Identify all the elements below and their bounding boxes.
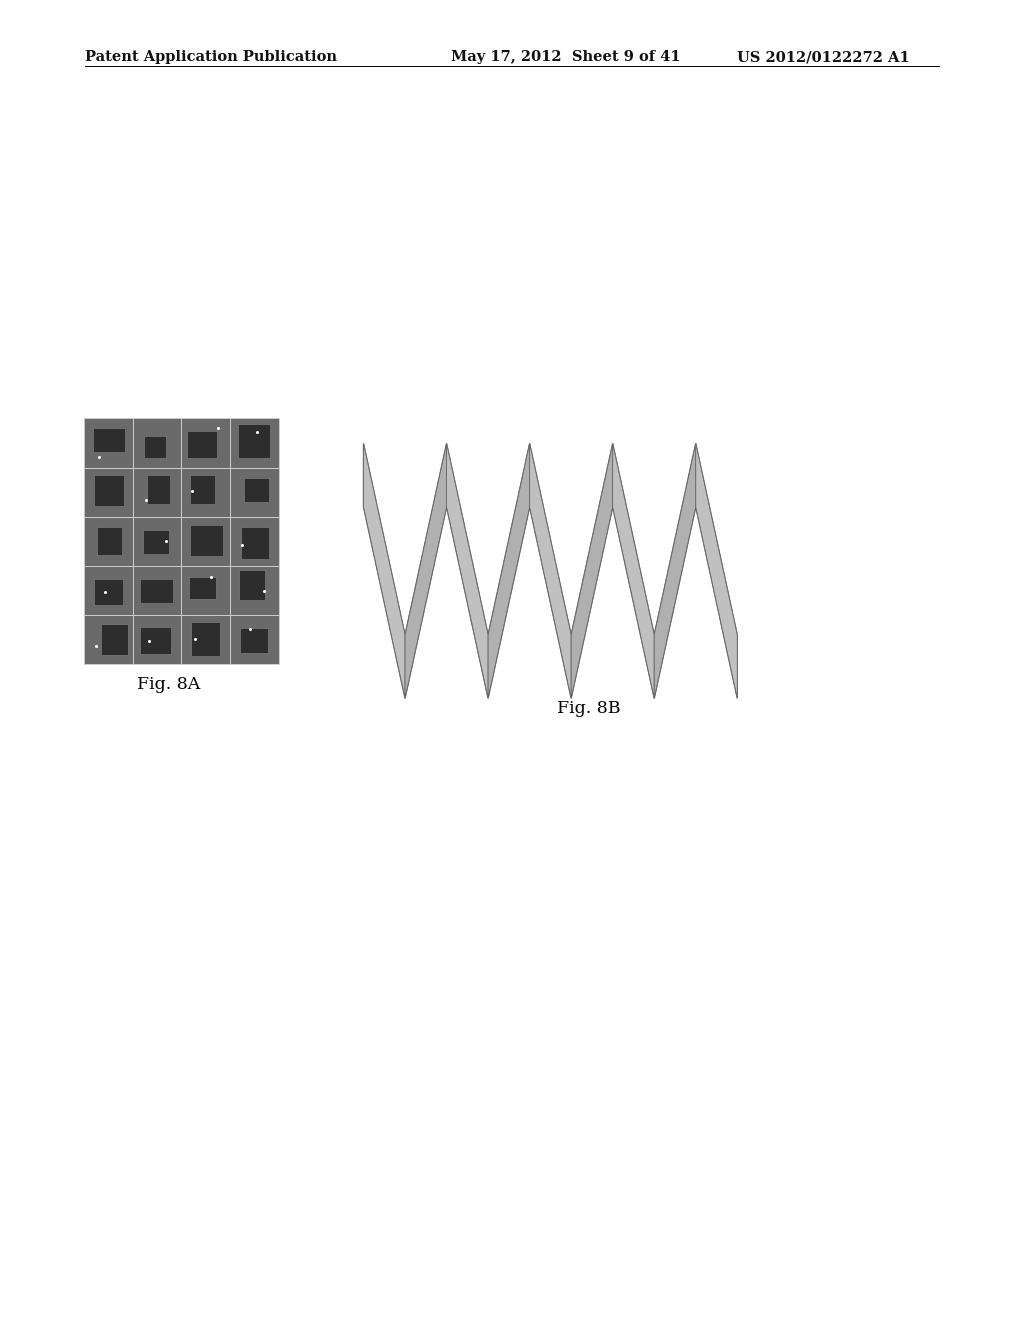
Bar — [133, 467, 181, 516]
Bar — [181, 516, 229, 566]
Bar — [84, 418, 279, 664]
Bar — [140, 579, 173, 603]
Bar — [100, 624, 128, 655]
Bar — [189, 577, 216, 599]
Text: US 2012/0122272 A1: US 2012/0122272 A1 — [737, 50, 910, 65]
Bar — [84, 418, 133, 467]
Bar — [241, 528, 268, 560]
Bar — [230, 418, 279, 467]
Bar — [94, 475, 124, 507]
Bar — [94, 579, 123, 605]
Bar — [139, 627, 171, 655]
Bar — [143, 529, 169, 554]
Bar — [230, 467, 279, 516]
Bar — [230, 516, 279, 566]
Bar — [84, 566, 133, 615]
Text: Fig. 8A: Fig. 8A — [137, 676, 201, 693]
Bar — [241, 628, 268, 653]
Polygon shape — [612, 444, 654, 698]
Bar — [84, 516, 133, 566]
Bar — [147, 475, 170, 504]
Bar — [143, 436, 166, 458]
Polygon shape — [695, 444, 737, 698]
Bar — [84, 615, 133, 664]
Bar — [190, 622, 220, 656]
Bar — [133, 516, 181, 566]
Bar — [97, 528, 123, 556]
Polygon shape — [364, 444, 406, 698]
Text: Patent Application Publication: Patent Application Publication — [85, 50, 337, 65]
Bar — [181, 615, 229, 664]
Polygon shape — [488, 444, 529, 698]
Bar — [230, 615, 279, 664]
Polygon shape — [571, 444, 612, 698]
Bar — [133, 566, 181, 615]
Bar — [181, 467, 229, 516]
Bar — [244, 478, 269, 502]
Bar — [230, 566, 279, 615]
Bar — [181, 566, 229, 615]
Bar — [93, 428, 125, 453]
Text: Fig. 8B: Fig. 8B — [557, 700, 621, 717]
Polygon shape — [364, 444, 737, 698]
Bar — [133, 418, 181, 467]
Bar — [84, 467, 133, 516]
Bar — [238, 424, 270, 458]
Polygon shape — [654, 444, 695, 698]
Bar — [133, 615, 181, 664]
Bar — [186, 430, 217, 458]
Text: May 17, 2012  Sheet 9 of 41: May 17, 2012 Sheet 9 of 41 — [451, 50, 680, 65]
Bar — [190, 475, 215, 504]
Polygon shape — [446, 444, 488, 698]
Bar — [181, 418, 229, 467]
Bar — [190, 525, 223, 556]
Bar — [240, 570, 265, 599]
Polygon shape — [406, 444, 446, 698]
Polygon shape — [529, 444, 571, 698]
